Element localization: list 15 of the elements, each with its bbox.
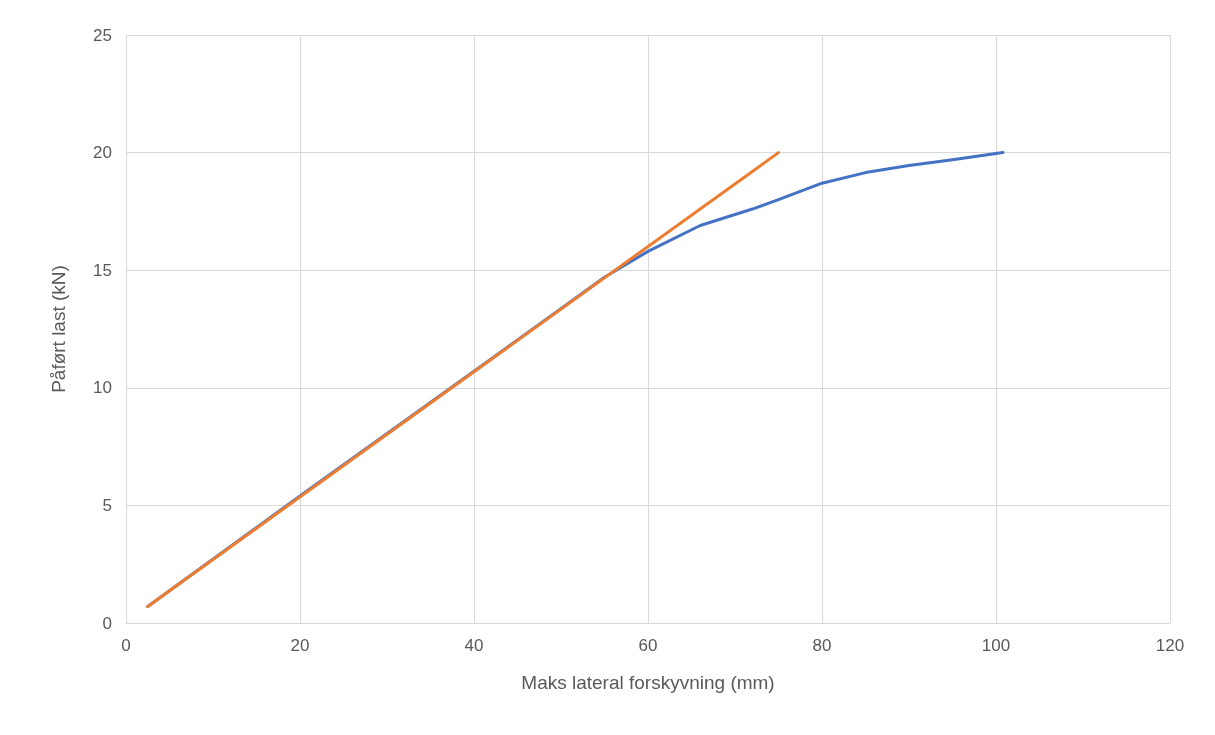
y-tick-label: 20 xyxy=(93,143,112,163)
x-tick-label: 60 xyxy=(638,636,658,655)
x-tick-label: 120 xyxy=(1155,636,1185,655)
x-tick-label: 0 xyxy=(121,636,131,655)
y-tick-label: 5 xyxy=(102,495,112,515)
x-tick-label: 80 xyxy=(812,636,832,655)
y-tick-label: 10 xyxy=(93,378,112,398)
x-tick-label: 100 xyxy=(981,636,1011,655)
y-tick-label: 25 xyxy=(93,25,112,45)
x-tick-label: 20 xyxy=(290,636,310,655)
y-tick-label: 15 xyxy=(93,260,112,280)
y-axis-title: Påført last (kN) xyxy=(48,265,69,393)
y-tick-label: 0 xyxy=(102,613,112,633)
x-tick-label: 40 xyxy=(464,636,484,655)
x-axis-title: Maks lateral forskyvning (mm) xyxy=(521,672,775,693)
